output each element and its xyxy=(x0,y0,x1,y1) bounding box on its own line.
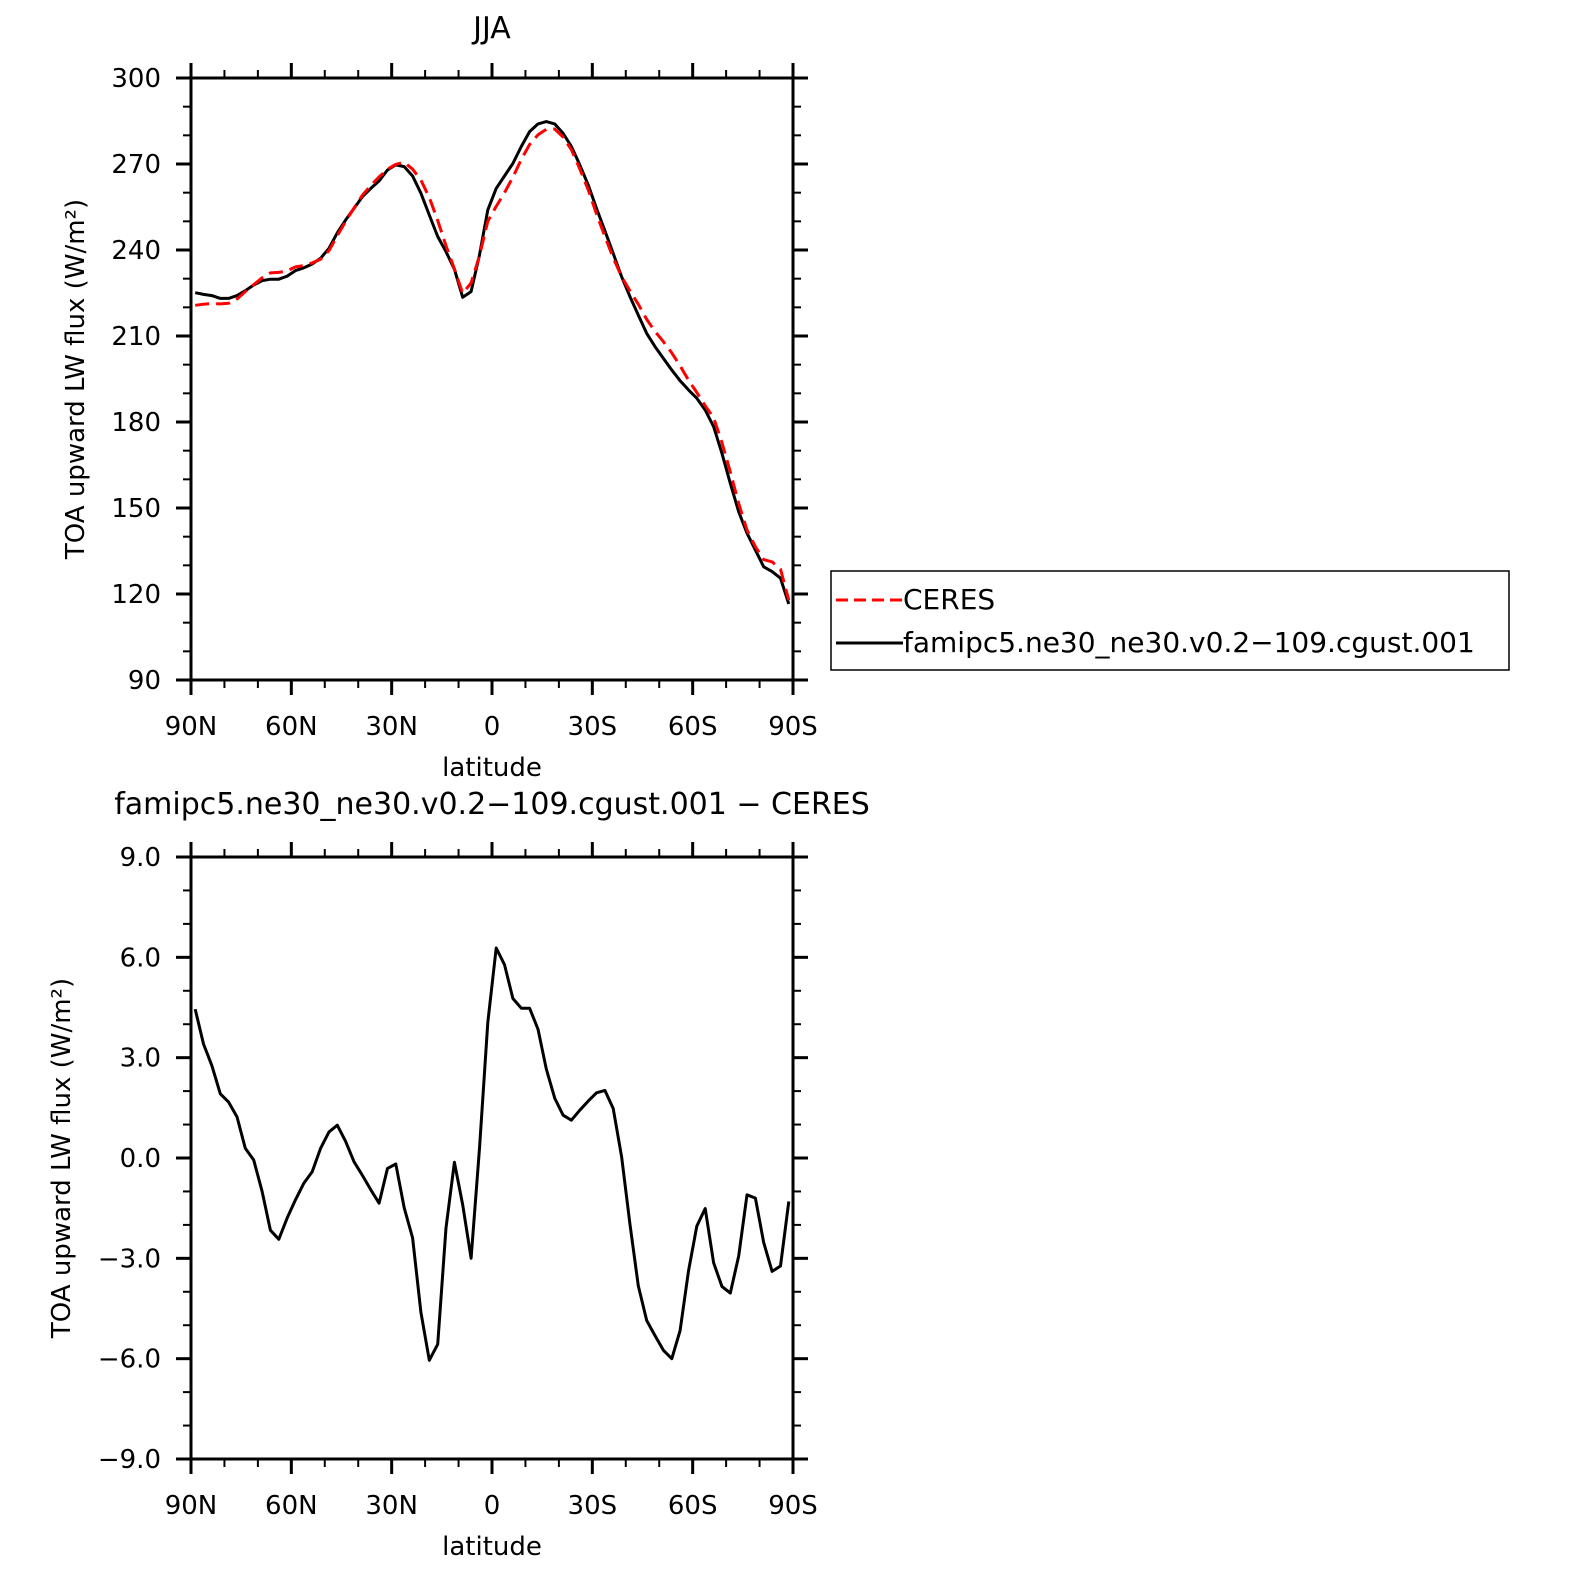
y-tick-label: 180 xyxy=(111,408,161,438)
x-tick-label: 90N xyxy=(165,1491,218,1521)
series-group xyxy=(194,120,791,605)
chart-title: JJA xyxy=(471,11,511,46)
y-tick-label: 0.0 xyxy=(120,1144,161,1174)
legend: CERES famipc5.ne30_ne30.v0.2−109.cgust.0… xyxy=(830,570,1510,671)
x-tick-label: 90N xyxy=(165,712,218,742)
x-tick-label: 90S xyxy=(768,1491,818,1521)
x-tick-label: 30S xyxy=(568,1491,618,1521)
axis-ticks xyxy=(176,842,808,1474)
y-tick-labels: −9.0 −6.0 −3.0 0.0 3.0 6.0 9.0 xyxy=(98,843,161,1475)
series-line-ceres xyxy=(195,127,791,601)
legend-label-ceres: CERES xyxy=(903,583,995,616)
x-tick-label: 30S xyxy=(568,712,618,742)
x-tick-label: 0 xyxy=(484,712,501,742)
x-axis-title: latitude xyxy=(442,753,542,783)
series-line-difference xyxy=(193,946,791,1362)
y-axis-title: TOA upward LW flux (W/m²) xyxy=(61,199,91,560)
y-tick-label: 6.0 xyxy=(120,943,161,973)
x-tick-labels: 90N 60N 30N 0 30S 60S 90S xyxy=(165,712,818,742)
y-tick-label: 9.0 xyxy=(120,843,161,873)
x-tick-label: 60N xyxy=(265,712,318,742)
x-tick-label: 30N xyxy=(365,712,418,742)
series-line-model xyxy=(194,120,791,605)
y-tick-label: −3.0 xyxy=(98,1244,161,1274)
y-tick-label: 270 xyxy=(111,150,161,180)
legend-label-model: famipc5.ne30_ne30.v0.2−109.cgust.001 xyxy=(903,626,1475,659)
x-axis-title: latitude xyxy=(442,1532,542,1562)
y-tick-label: 210 xyxy=(111,322,161,352)
y-tick-label: 3.0 xyxy=(120,1044,161,1074)
plot-frame xyxy=(189,855,795,1461)
legend-box xyxy=(830,570,1510,671)
y-tick-label: 120 xyxy=(111,580,161,610)
x-tick-label: 90S xyxy=(768,712,818,742)
y-tick-label: −9.0 xyxy=(98,1445,161,1475)
x-tick-label: 60S xyxy=(668,1491,718,1521)
y-tick-label: 150 xyxy=(111,494,161,524)
plot-frame xyxy=(189,76,795,682)
x-tick-label: 60S xyxy=(668,712,718,742)
panel-difference: famipc5.ne30_ne30.v0.2−109.cgust.001 − C… xyxy=(47,787,870,1562)
x-tick-label: 60N xyxy=(265,1491,318,1521)
x-tick-label: 30N xyxy=(365,1491,418,1521)
axis-ticks xyxy=(176,63,808,695)
y-tick-label: −6.0 xyxy=(98,1345,161,1375)
y-tick-label: 300 xyxy=(111,64,161,94)
y-tick-labels: 90 120 150 180 210 240 270 300 xyxy=(111,64,161,696)
panel-mean: JJA 90 120 150 180 210 240 270 300 90N 60N 30N 0 30… xyxy=(61,11,1510,783)
y-axis-title: TOA upward LW flux (W/m²) xyxy=(47,978,77,1339)
y-tick-label: 90 xyxy=(128,666,161,696)
x-tick-label: 0 xyxy=(484,1491,501,1521)
y-tick-label: 240 xyxy=(111,236,161,266)
x-tick-labels: 90N 60N 30N 0 30S 60S 90S xyxy=(165,1491,818,1521)
chart-title: famipc5.ne30_ne30.v0.2−109.cgust.001 − C… xyxy=(114,787,870,822)
series-group xyxy=(193,946,791,1362)
